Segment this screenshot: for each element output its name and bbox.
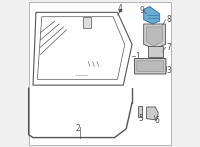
Polygon shape: [33, 12, 132, 85]
Text: 8: 8: [166, 15, 171, 24]
Polygon shape: [144, 24, 166, 49]
FancyBboxPatch shape: [137, 61, 164, 72]
Polygon shape: [147, 27, 163, 46]
Polygon shape: [83, 17, 91, 28]
FancyBboxPatch shape: [135, 59, 166, 74]
Text: 3: 3: [166, 66, 171, 75]
Polygon shape: [144, 6, 160, 24]
Text: 5: 5: [138, 114, 143, 123]
Polygon shape: [138, 106, 142, 117]
Text: 1: 1: [135, 52, 140, 61]
Polygon shape: [147, 107, 158, 120]
Text: 7: 7: [166, 43, 171, 52]
Polygon shape: [148, 46, 163, 57]
Text: 9: 9: [140, 6, 145, 15]
Text: 2: 2: [76, 124, 81, 133]
Text: 6: 6: [154, 116, 159, 125]
Text: 4: 4: [118, 4, 123, 13]
